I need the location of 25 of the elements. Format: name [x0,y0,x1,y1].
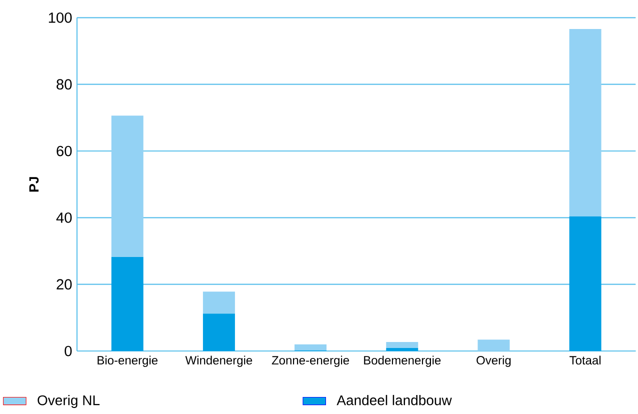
bar [386,342,418,348]
bar [202,314,235,351]
bar [202,292,235,314]
bar [569,29,602,216]
bar [111,257,144,351]
bar [111,116,144,257]
y-tick-label: 80 [56,79,72,90]
bar [569,216,602,351]
x-tick-label: Bio-energie [98,356,158,367]
y-tick-label: 20 [56,279,72,290]
legend-label: Aandeel landbouw [336,394,452,406]
x-tick-label: Windenergie [185,356,252,367]
y-tick-label: 60 [56,146,72,156]
y-axis-title: PJ [29,177,39,192]
y-tick-label: 0 [64,346,72,356]
bar [478,340,510,351]
legend-label: Overig NL [38,394,100,408]
bar [294,344,327,350]
x-tick-label: Totaal [570,356,601,365]
x-tick-label: Bodemenergie [364,356,441,367]
x-tick-label: Overig [476,356,511,367]
x-tick-label: Zonne-energie [272,356,350,367]
y-tick-label: 40 [56,212,72,223]
bar [386,348,418,351]
y-tick-label: 100 [48,12,72,23]
